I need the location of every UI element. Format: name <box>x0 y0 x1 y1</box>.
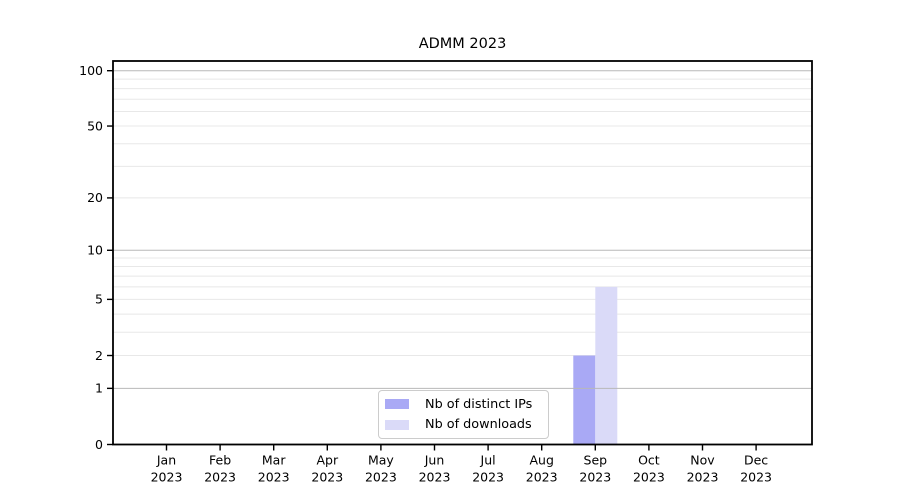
svg-text:Nov: Nov <box>690 453 715 468</box>
svg-text:2023: 2023 <box>579 470 611 485</box>
svg-text:20: 20 <box>87 190 103 205</box>
svg-text:2023: 2023 <box>633 470 665 485</box>
legend-item-distinct-ips: Nb of distinct IPs <box>385 394 539 414</box>
svg-text:2023: 2023 <box>204 470 236 485</box>
svg-text:2023: 2023 <box>419 470 451 485</box>
legend-item-downloads: Nb of downloads <box>385 415 539 435</box>
svg-text:2023: 2023 <box>472 470 504 485</box>
svg-text:50: 50 <box>87 118 103 133</box>
svg-text:2023: 2023 <box>526 470 558 485</box>
svg-text:2023: 2023 <box>740 470 772 485</box>
legend-label-downloads: Nb of downloads <box>425 417 532 433</box>
svg-text:0: 0 <box>95 437 103 452</box>
legend-swatch-downloads <box>385 419 409 430</box>
svg-text:Jan: Jan <box>156 453 176 468</box>
svg-text:2023: 2023 <box>151 470 183 485</box>
svg-text:2: 2 <box>95 348 103 363</box>
svg-text:2023: 2023 <box>687 470 719 485</box>
svg-text:10: 10 <box>87 243 103 258</box>
svg-text:Apr: Apr <box>316 453 338 468</box>
svg-text:2023: 2023 <box>311 470 343 485</box>
svg-text:May: May <box>368 453 394 468</box>
svg-text:100: 100 <box>79 63 103 78</box>
svg-text:Sep: Sep <box>584 453 608 468</box>
svg-text:Aug: Aug <box>529 453 553 468</box>
legend: Nb of distinct IPs Nb of downloads <box>378 390 549 439</box>
svg-text:Jul: Jul <box>480 453 496 468</box>
svg-text:5: 5 <box>95 292 103 307</box>
svg-text:Jun: Jun <box>424 453 445 468</box>
svg-text:Mar: Mar <box>262 453 286 468</box>
svg-text:2023: 2023 <box>258 470 290 485</box>
svg-text:1: 1 <box>95 381 103 396</box>
chart-title: ADMM 2023 <box>418 36 507 52</box>
svg-text:2023: 2023 <box>365 470 397 485</box>
legend-label-distinct-ips: Nb of distinct IPs <box>425 396 533 412</box>
svg-text:Feb: Feb <box>209 453 231 468</box>
svg-text:Oct: Oct <box>638 453 660 468</box>
svg-text:Dec: Dec <box>744 453 768 468</box>
legend-swatch-distinct-ips <box>385 399 409 410</box>
